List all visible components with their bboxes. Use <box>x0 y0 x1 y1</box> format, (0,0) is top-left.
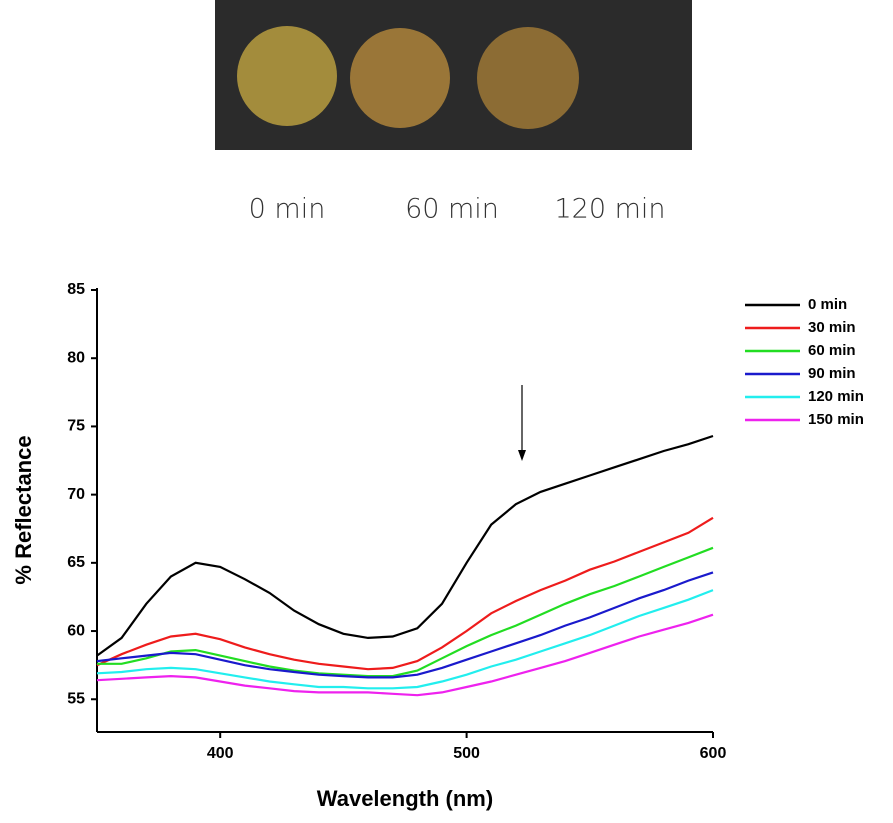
x-tick-label: 500 <box>453 745 480 762</box>
series-line <box>96 516 714 671</box>
series-line <box>96 589 714 690</box>
legend-label: 90 min <box>808 365 856 382</box>
sample-disk <box>350 28 450 128</box>
legend-label: 30 min <box>808 319 856 336</box>
y-tick-label: 55 <box>67 690 85 707</box>
legend-label: 150 min <box>808 411 864 428</box>
photo-label: 60 min <box>405 194 499 225</box>
y-tick-label: 60 <box>67 622 85 639</box>
y-tick-label: 80 <box>67 349 85 366</box>
sample-disk <box>237 26 337 126</box>
legend-label: 120 min <box>808 388 864 405</box>
series-line <box>96 613 714 697</box>
photo-label: 120 min <box>554 194 665 225</box>
x-tick-label: 400 <box>207 745 234 762</box>
sample-disk <box>477 27 579 129</box>
y-tick-label: 75 <box>67 418 85 435</box>
legend-label: 0 min <box>808 296 847 313</box>
y-tick-label: 70 <box>67 486 85 503</box>
legend-label: 60 min <box>808 342 856 359</box>
x-tick-label: 600 <box>700 745 727 762</box>
photo-label: 0 min <box>249 194 326 225</box>
y-axis-title: % Reflectance <box>11 435 36 584</box>
y-tick-label: 85 <box>67 281 85 298</box>
series-line <box>96 571 714 679</box>
x-axis-title: Wavelength (nm) <box>317 786 493 811</box>
annotation-arrowhead <box>518 450 526 461</box>
series-line <box>96 434 714 657</box>
y-tick-label: 65 <box>67 554 85 571</box>
series-line <box>97 546 714 678</box>
